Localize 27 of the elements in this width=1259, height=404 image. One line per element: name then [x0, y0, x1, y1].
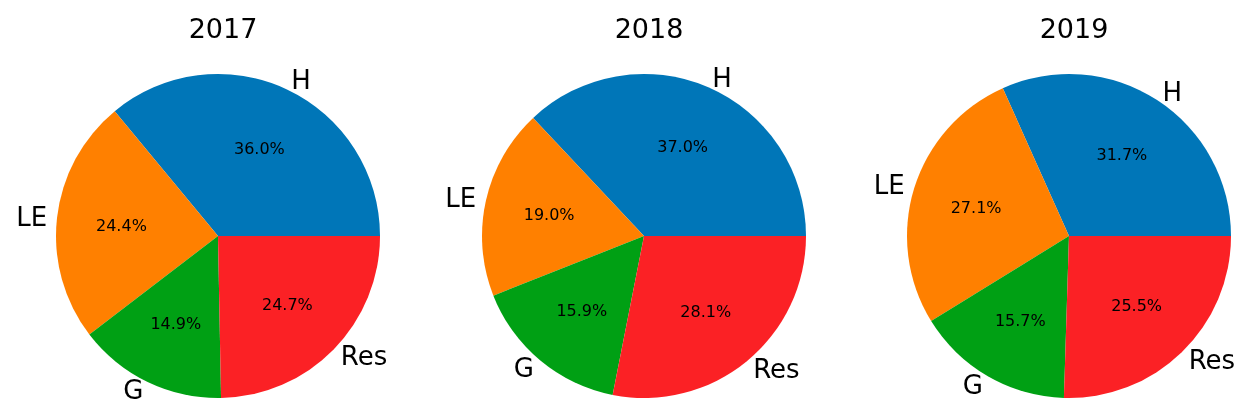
- slice-label: G: [962, 369, 983, 400]
- slice-label: G: [513, 353, 534, 384]
- chart-title: 2018: [614, 13, 684, 44]
- chart-title: 2019: [1039, 13, 1109, 44]
- chart-title: 2017: [188, 13, 258, 44]
- data-label: 19.0%: [523, 205, 575, 225]
- data-label: 37.0%: [657, 137, 709, 157]
- data-label: 24.7%: [261, 294, 313, 314]
- data-label: 36.0%: [233, 138, 285, 158]
- slice-label: Res: [1188, 344, 1236, 375]
- slice-label: H: [712, 63, 732, 94]
- slice-label: G: [123, 375, 144, 404]
- slice-label: H: [291, 65, 311, 96]
- slice-label: LE: [873, 170, 905, 201]
- slice-label: LE: [445, 183, 477, 214]
- slice-label: LE: [16, 201, 48, 232]
- data-label: 27.1%: [950, 197, 1002, 217]
- data-label: 25.5%: [1111, 296, 1163, 316]
- data-label: 24.4%: [96, 215, 147, 235]
- data-label: 15.9%: [556, 301, 608, 321]
- slice-label: Res: [340, 341, 388, 372]
- slice-label: H: [1162, 76, 1183, 107]
- data-label: 31.7%: [1096, 144, 1148, 164]
- slice-label: Res: [753, 353, 800, 384]
- data-label: 14.9%: [150, 314, 202, 334]
- data-label: 15.7%: [994, 310, 1046, 330]
- data-label: 28.1%: [680, 301, 732, 321]
